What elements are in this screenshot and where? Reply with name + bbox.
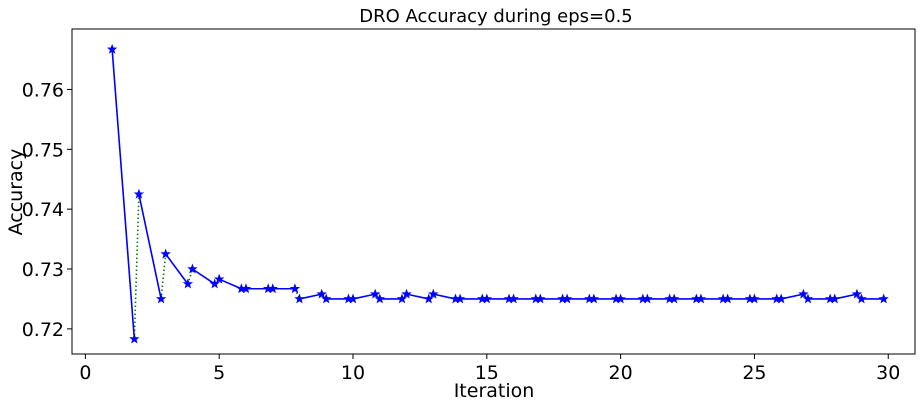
- plot-frame: [71, 28, 916, 355]
- data-point-14: [294, 293, 305, 304]
- data-point-57: [878, 293, 889, 304]
- data-point-7: [209, 278, 220, 289]
- data-point-28: [481, 293, 492, 304]
- data-point-4: [160, 248, 171, 259]
- x-axis-ticks: 0 5 10 15 20 25 30: [79, 354, 900, 384]
- data-point-54: [829, 293, 840, 304]
- data-point-46: [722, 293, 733, 304]
- x-tick-label: 30: [876, 362, 900, 384]
- y-tick-label: 0.76: [22, 79, 64, 101]
- data-point-52: [802, 293, 814, 304]
- data-point-8: [214, 273, 225, 284]
- data-point-55: [851, 288, 863, 299]
- data-point-23: [423, 293, 434, 304]
- line-segment-1: [138, 194, 162, 300]
- data-point-36: [588, 293, 600, 304]
- data-point-1: [129, 333, 140, 344]
- data-point-2: [133, 188, 145, 199]
- data-point-19: [370, 288, 381, 299]
- data-point-40: [642, 293, 653, 304]
- data-point-56: [856, 293, 867, 304]
- line-segment-3: [191, 268, 216, 285]
- y-axis-ticks: 0.72 0.73 0.74 0.75 0.76: [22, 79, 72, 341]
- data-point-5: [182, 278, 194, 289]
- dotted-connector-1: [160, 253, 167, 300]
- chart-title: DRO Accuracy during eps=0.5: [359, 6, 633, 27]
- data-point-16: [321, 293, 332, 304]
- data-point-20: [374, 293, 385, 304]
- y-tick-label: 0.74: [22, 199, 64, 221]
- x-tick-label: 10: [341, 362, 365, 384]
- x-tick-label: 25: [742, 362, 766, 384]
- data-point-12: [267, 283, 278, 294]
- data-point-24: [428, 288, 439, 299]
- data-point-22: [401, 288, 412, 299]
- data-point-6: [187, 263, 198, 274]
- data-point-50: [776, 293, 787, 304]
- data-point-44: [695, 293, 707, 304]
- data-point-18: [347, 293, 359, 304]
- x-tick-label: 5: [213, 362, 225, 384]
- y-tick-label: 0.75: [22, 139, 64, 161]
- x-tick-label: 0: [79, 362, 91, 384]
- data-point-38: [615, 293, 626, 304]
- data-point-3: [155, 293, 167, 304]
- x-tick-label: 20: [609, 362, 633, 384]
- data-point-48: [749, 293, 760, 304]
- data-point-42: [668, 293, 680, 304]
- data-point-30: [508, 293, 519, 304]
- data-point-10: [240, 283, 252, 294]
- data-point-13: [289, 283, 301, 294]
- data-point-34: [561, 293, 573, 304]
- plot-area: [106, 43, 889, 344]
- y-tick-label: 0.73: [22, 259, 64, 281]
- data-point-26: [454, 293, 466, 304]
- line-segment-0: [111, 49, 136, 340]
- y-axis-label: Accuracy: [5, 149, 27, 236]
- dotted-connector-0: [133, 194, 140, 340]
- line-segment-2: [165, 253, 189, 285]
- y-tick-label: 0.72: [22, 319, 64, 341]
- data-point-32: [535, 293, 546, 304]
- data-point-51: [798, 288, 809, 299]
- data-point-21: [396, 293, 408, 304]
- data-point-15: [316, 288, 327, 299]
- data-point-0: [106, 43, 118, 54]
- x-axis-label: Iteration: [454, 380, 535, 402]
- x-tick-label: 15: [475, 362, 499, 384]
